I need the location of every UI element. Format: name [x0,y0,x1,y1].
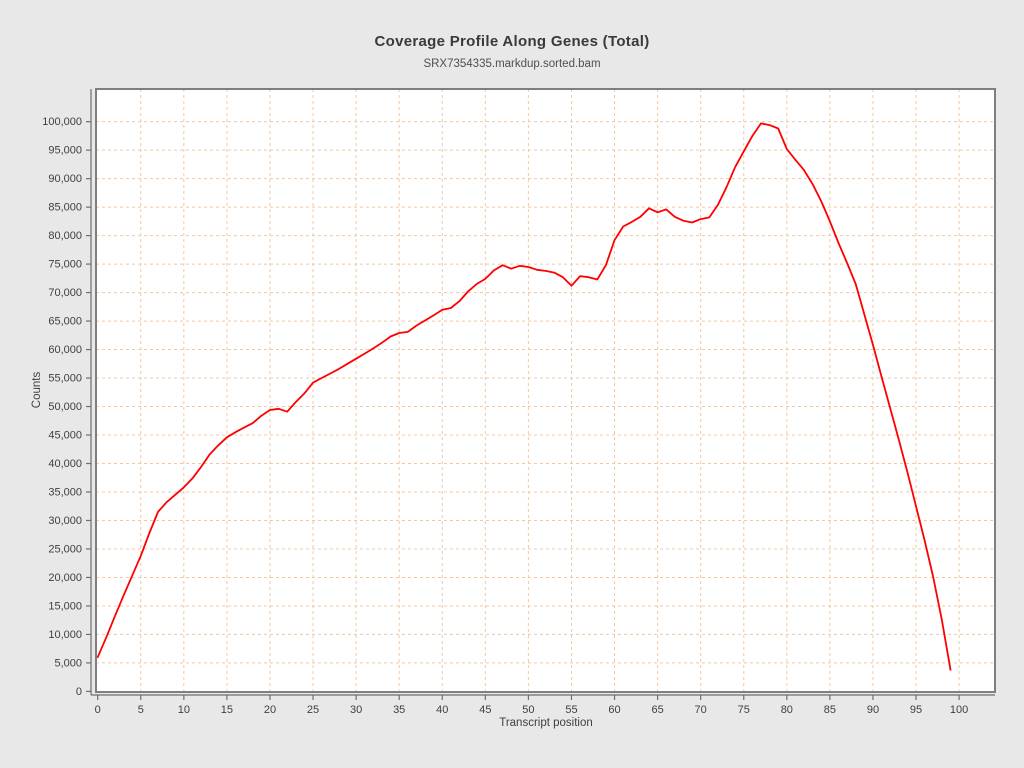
y-tick-label: 35,000 [48,486,82,498]
x-tick-label: 90 [867,704,879,716]
y-tick-label: 10,000 [48,629,82,641]
x-tick-label: 85 [824,704,836,716]
x-tick-label: 15 [221,704,233,716]
plot-background [96,89,995,692]
x-tick-label: 45 [479,704,491,716]
y-tick-label: 100,000 [42,116,82,128]
y-tick-label: 85,000 [48,202,82,214]
x-axis-title: Transcript position [499,717,593,729]
coverage-line [96,122,952,671]
y-tick-label: 55,000 [48,373,82,385]
y-tick-label: 30,000 [48,515,82,527]
y-tick-label: 5,000 [54,657,82,669]
y-tick-label: 80,000 [48,230,82,242]
y-axis-title: Counts [31,371,43,409]
x-tick-label: 55 [565,704,577,716]
x-tick-label: 65 [651,704,663,716]
x-tick-label: 75 [738,704,750,716]
x-tick-label: 70 [695,704,707,716]
x-tick-label: 60 [608,704,620,716]
coverage-plot: 0 5,000 10,000 15,000 20,000 25,000 30,000 35,0… [42,88,996,716]
x-tick-label: 80 [781,704,793,716]
y-tick-label: 45,000 [48,430,82,442]
y-tick-label: 40,000 [48,458,82,470]
chart-subtitle: SRX7354335.markdup.sorted.bam [423,58,601,70]
y-tick-label: 75,000 [48,259,82,271]
y-tick-label: 25,000 [48,543,82,555]
x-tick-label: 95 [910,704,922,716]
x-tick-label: 35 [393,704,405,716]
x-tick-label: 20 [264,704,276,716]
x-tick-label: 0 [95,704,101,716]
x-tick-label: 10 [178,704,190,716]
x-tick-label: 30 [350,704,362,716]
y-tick-label: 0 [76,686,82,698]
y-tick-label: 50,000 [48,401,82,413]
plot-border [95,88,996,693]
chart-title: Coverage Profile Along Genes (Total) [374,33,650,50]
x-tick-label: 50 [522,704,534,716]
y-tick-label: 65,000 [48,316,82,328]
x-tick-label: 5 [138,704,144,716]
y-tick-label: 15,000 [48,600,82,612]
y-tick-label: 70,000 [48,287,82,299]
y-tick-label: 60,000 [48,344,82,356]
x-tick-label: 25 [307,704,319,716]
x-tick-label: 40 [436,704,448,716]
y-tick-label: 90,000 [48,173,82,185]
x-tick-label: 100 [950,704,968,716]
y-tick-label: 95,000 [48,145,82,157]
y-tick-label: 20,000 [48,572,82,584]
